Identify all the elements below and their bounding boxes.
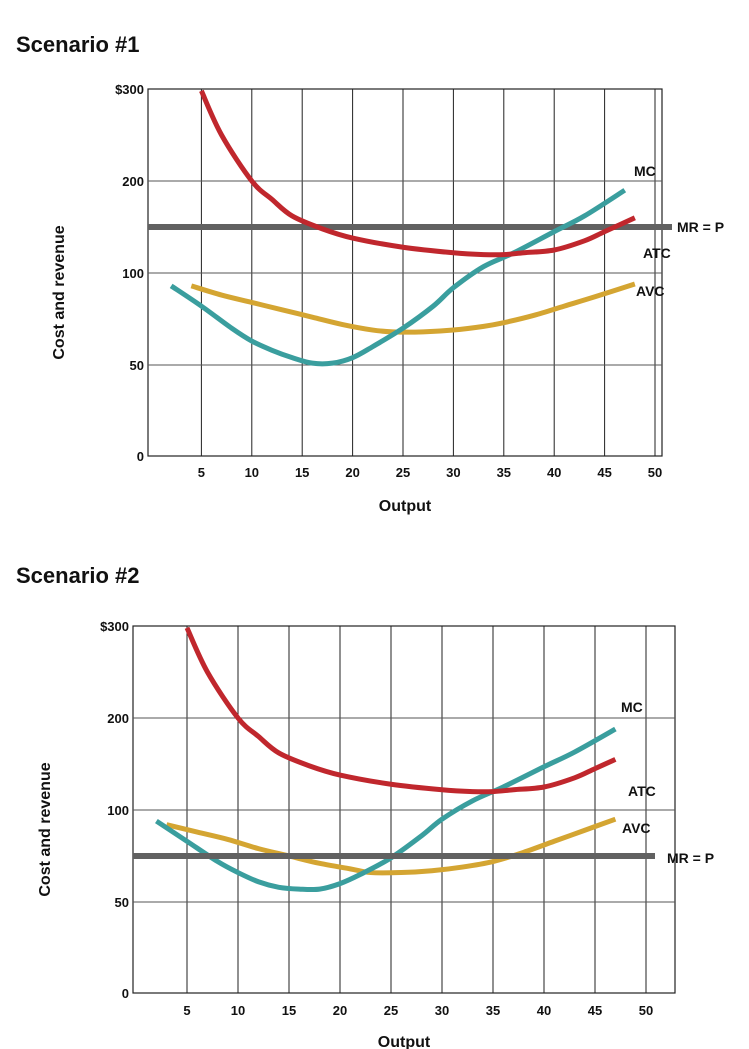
chart-1-avc-curve (190, 281, 636, 335)
chart-2-avc-label: AVC (622, 820, 651, 836)
chart-1-xtick-label: 25 (396, 465, 410, 480)
chart-2-ytick-label: 100 (107, 803, 129, 818)
chart-1-xtick-label: 45 (597, 465, 611, 480)
chart-1-mc-label: MC (634, 163, 656, 179)
chart-1-xtick-label: 50 (648, 465, 662, 480)
chart-2-ytick-label: 0 (122, 986, 129, 1001)
chart-2-xtick-label: 50 (639, 1003, 653, 1018)
chart-1-atc-curve (199, 89, 636, 258)
chart-2-atc-curve (184, 626, 617, 795)
chart-2-ytick-label: $300 (100, 619, 129, 634)
chart-1-xtick-label: 20 (345, 465, 359, 480)
chart-2-xtick-label: 25 (384, 1003, 398, 1018)
chart-1-xtick-label: 40 (547, 465, 561, 480)
chart-1-avc-label: AVC (636, 283, 665, 299)
chart-1-xtick-label: 30 (446, 465, 460, 480)
chart-1-xtick-label: 35 (497, 465, 511, 480)
chart-1-mr-label: MR = P (677, 219, 724, 235)
chart-1-ytick-label: 100 (122, 266, 144, 281)
chart-1-ytick-label: 200 (122, 174, 144, 189)
chart-2-xtick-label: 15 (282, 1003, 296, 1018)
chart-2-xtick-label: 30 (435, 1003, 449, 1018)
scenario-1-title: Scenario #1 (16, 32, 140, 57)
chart-1-xtick-label: 5 (198, 465, 205, 480)
chart-2-xtick-label: 20 (333, 1003, 347, 1018)
chart-2-mc-curve (155, 726, 617, 893)
chart-1-xtick-label: 10 (245, 465, 259, 480)
chart-1-xtick-label: 15 (295, 465, 309, 480)
chart-1-x-axis-title: Output (379, 498, 432, 515)
chart-1-atc-label: ATC (643, 245, 671, 261)
chart-2-xtick-label: 10 (231, 1003, 245, 1018)
chart-2-ytick-label: 50 (115, 895, 129, 910)
chart-2-mr-label: MR = P (667, 850, 714, 866)
chart-1-y-axis-title: Cost and revenue (51, 225, 68, 359)
chart-2-mc-label: MC (621, 699, 643, 715)
chart-1-ytick-label: 50 (130, 358, 144, 373)
chart-1-ytick-label: $300 (115, 82, 144, 97)
chart-2-x-axis-title: Output (378, 1034, 431, 1049)
chart-2-xtick-label: 40 (537, 1003, 551, 1018)
chart-2-ytick-label: 200 (107, 711, 129, 726)
chart-2-y-axis-title: Cost and revenue (37, 762, 54, 896)
chart-2-xtick-label: 35 (486, 1003, 500, 1018)
chart-2-atc-label: ATC (628, 783, 656, 799)
chart-2-xtick-label: 45 (588, 1003, 602, 1018)
chart-1-ytick-label: 0 (137, 449, 144, 464)
chart-2-xtick-label: 5 (183, 1003, 190, 1018)
chart-2-avc-curve (166, 816, 617, 876)
scenario-2-title: Scenario #2 (16, 563, 140, 588)
